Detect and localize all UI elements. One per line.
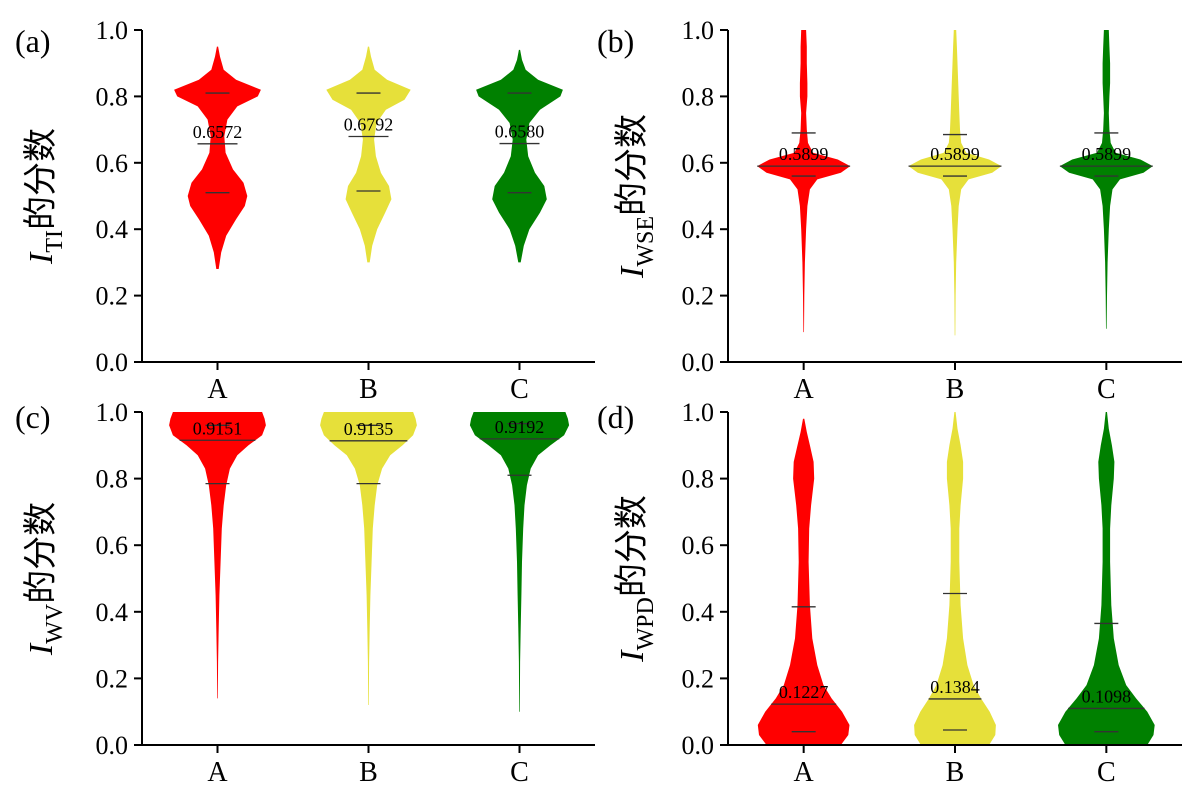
panel-label: (d): [597, 399, 634, 435]
x-tick-label: C: [1097, 374, 1116, 405]
x-tick-label: C: [510, 374, 529, 405]
y-axis-title-text: 的分数: [22, 502, 60, 604]
y-tick-label: 0.4: [682, 598, 715, 627]
panel-a: 0.6572 0.6792 0.6580 0.0 0.2 0.4 0.6 0.8 1.0 A B C (…: [15, 16, 595, 405]
y-tick-label: 0.4: [682, 215, 715, 244]
y-tick-label: 0.0: [682, 348, 715, 377]
x-tick-label: C: [1097, 757, 1116, 788]
panel-c: 0.9151 0.9135 0.9192 0.0 0.2 0.4 0.6 0.8 1.0 A B C (…: [15, 398, 595, 788]
y-tick-label: 0.2: [682, 282, 715, 311]
x-tick-label: A: [794, 374, 815, 405]
x-tick-label: A: [794, 757, 815, 788]
y-tick-label: 1.0: [682, 398, 715, 427]
violin-B: [914, 412, 996, 745]
y-axis-title-subscript: WSE: [633, 216, 659, 267]
median-label: 0.9135: [344, 419, 394, 439]
median-label: 0.6792: [344, 115, 394, 135]
median-label: 0.9192: [495, 417, 545, 437]
x-tick-label: A: [207, 374, 228, 405]
panel-d: 0.1227 0.1384 0.1098 0.0 0.2 0.4 0.6 0.8 1.0 A B C (…: [597, 398, 1182, 788]
y-axis-title-text: 的分数: [22, 128, 60, 230]
y-axis-title-text: 的分数: [613, 114, 651, 216]
y-tick-label: 0.0: [96, 731, 129, 760]
y-axis-title-symbol: I: [23, 642, 60, 656]
violin-C: [1058, 412, 1155, 745]
y-tick-label: 0.8: [96, 465, 129, 494]
y-tick-label: 0.2: [96, 282, 129, 311]
y-tick-label: 1.0: [96, 398, 129, 427]
y-tick-label: 0.8: [682, 465, 715, 494]
y-tick-label: 0.8: [682, 82, 715, 111]
panel-label: (b): [597, 23, 634, 59]
x-tick-label: C: [510, 757, 529, 788]
y-axis-title-subscript: WV: [42, 603, 68, 644]
median-label: 0.1384: [930, 677, 980, 697]
y-axis-title-symbol: I: [23, 251, 60, 265]
y-axis-title-text: 的分数: [613, 495, 651, 597]
y-tick-label: 0.6: [682, 531, 715, 560]
median-label: 0.1098: [1082, 686, 1132, 706]
y-axis-title: ITI的分数: [22, 128, 68, 265]
y-tick-label: 1.0: [682, 16, 715, 45]
median-label: 0.9151: [193, 418, 243, 438]
y-tick-label: 0.6: [682, 149, 715, 178]
y-tick-label: 1.0: [96, 16, 129, 45]
y-axis-title-symbol: I: [614, 649, 651, 663]
x-tick-label: B: [359, 374, 378, 405]
y-tick-label: 0.0: [682, 731, 715, 760]
violin-C: [469, 412, 570, 712]
violin-B: [326, 46, 411, 263]
y-axis-title-symbol: I: [614, 265, 651, 279]
y-tick-label: 0.4: [96, 215, 129, 244]
violin-B: [908, 30, 1002, 336]
panel-label: (a): [15, 23, 51, 59]
y-tick-label: 0.2: [96, 664, 129, 693]
violin-A: [174, 46, 261, 269]
median-label: 0.5899: [930, 144, 980, 164]
y-tick-label: 0.8: [96, 82, 129, 111]
y-tick-label: 0.6: [96, 149, 129, 178]
violin-C: [476, 49, 563, 263]
y-axis-title: IWSE的分数: [613, 114, 659, 279]
x-tick-label: B: [359, 757, 378, 788]
y-tick-label: 0.0: [96, 348, 129, 377]
violin-A: [757, 30, 851, 333]
x-tick-label: A: [207, 757, 228, 788]
violin-A: [169, 412, 266, 699]
median-label: 0.5899: [779, 144, 829, 164]
violin-C: [1059, 30, 1153, 329]
violin-B: [320, 412, 417, 705]
median-label: 0.6572: [193, 122, 243, 142]
median-label: 0.1227: [779, 682, 829, 702]
x-tick-label: B: [946, 757, 965, 788]
y-axis-title-subscript: TI: [42, 230, 68, 253]
violin-A: [757, 418, 850, 745]
y-tick-label: 0.4: [96, 598, 129, 627]
x-tick-label: B: [946, 374, 965, 405]
y-tick-label: 0.2: [682, 664, 715, 693]
y-tick-label: 0.6: [96, 531, 129, 560]
y-axis-title-subscript: WPD: [633, 597, 659, 650]
y-axis-title: IWV的分数: [22, 502, 68, 656]
panel-label: (c): [15, 399, 51, 435]
median-label: 0.5899: [1082, 144, 1132, 164]
panel-b: 0.5899 0.5899 0.5899 0.0 0.2 0.4 0.6 0.8 1.0 A B C (…: [597, 16, 1182, 405]
median-label: 0.6580: [495, 122, 545, 142]
y-axis-title: IWPD的分数: [613, 495, 659, 663]
